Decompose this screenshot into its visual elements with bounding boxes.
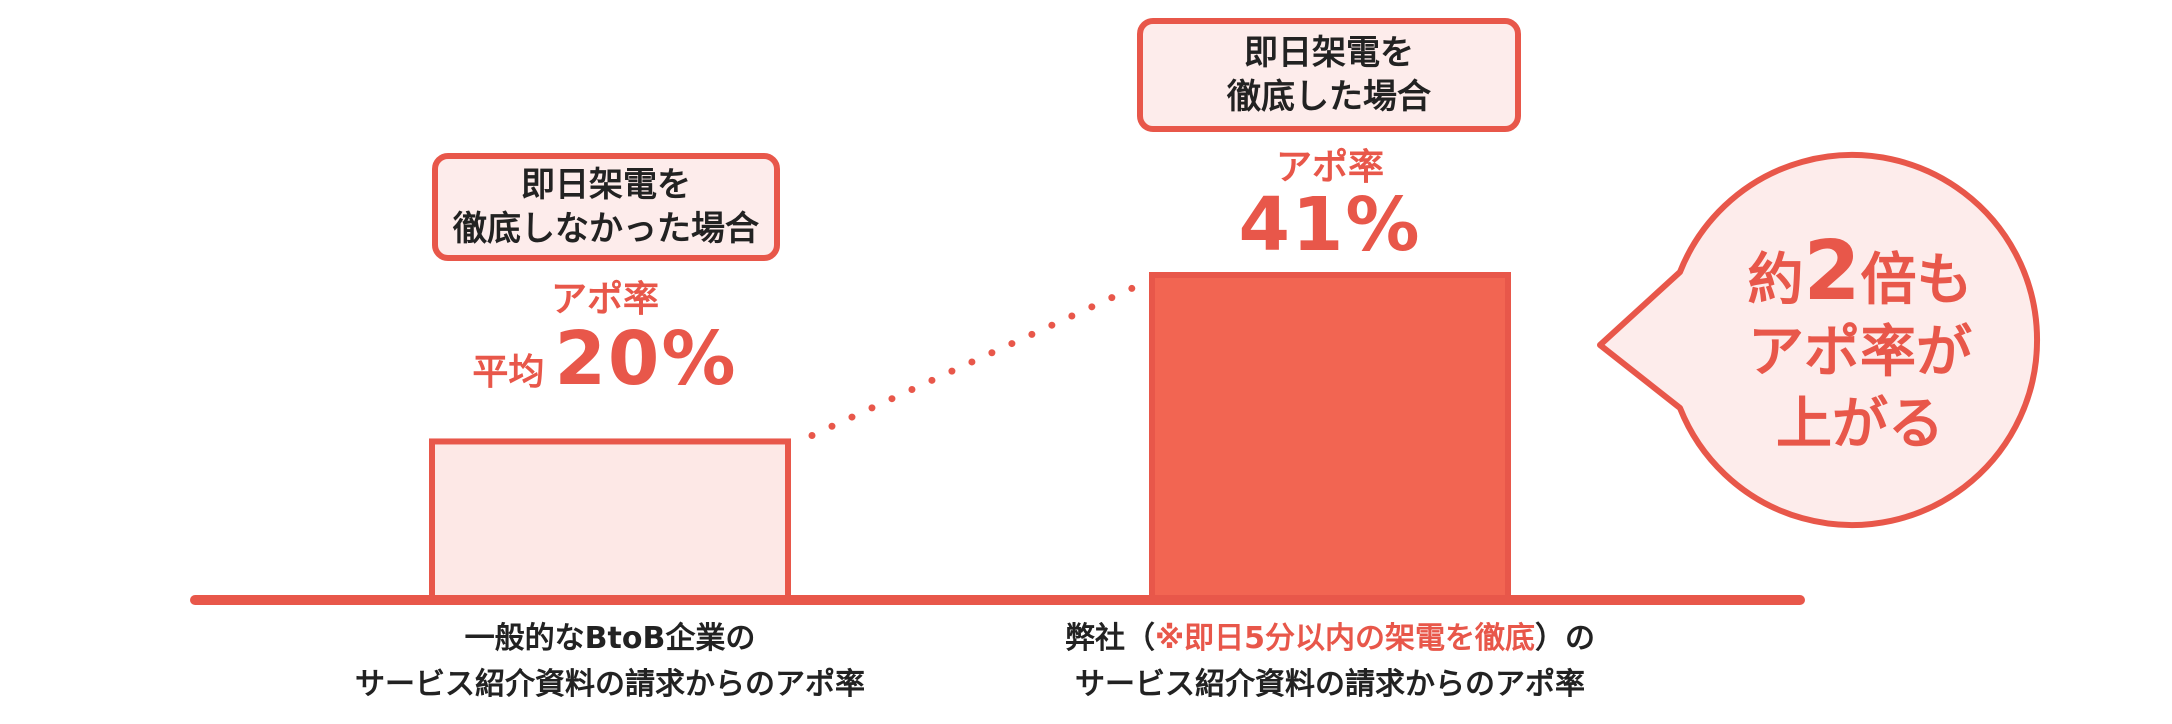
bubble-suffix: 倍も xyxy=(1860,248,1973,313)
bar2-callout-line2: 徹底した場合 xyxy=(1227,77,1431,117)
bar1-value-label: 平均 20% xyxy=(430,316,780,402)
x-tick-label-2-line2: サービス紹介資料の請求からのアポ率 xyxy=(1075,667,1585,702)
bar2-callout: 即日架電を 徹底した場合 xyxy=(1137,18,1521,132)
bar2-value-label: 41% xyxy=(1180,182,1480,268)
speech-bubble xyxy=(1597,152,2040,528)
x-tick-label-1: 一般的なBtoB企業の サービス紹介資料の請求からのアポ率 xyxy=(310,616,910,708)
bar1-metric-label: アポ率 xyxy=(550,279,659,320)
bar2-value: 41% xyxy=(1238,182,1422,268)
bubble-line3: 上がる xyxy=(1776,392,1944,457)
x-tick-label-2-after: ）の xyxy=(1535,621,1596,656)
comparison-connector xyxy=(808,277,1152,439)
bar2-callout-line1: 即日架電を xyxy=(1244,33,1414,73)
bubble-line2: アポ率が xyxy=(1748,320,1972,385)
bar1-value-prefix: 平均 xyxy=(472,352,545,393)
bar1-value: 20% xyxy=(554,316,738,402)
bars-layer xyxy=(429,272,1511,603)
bar2-metric-label: アポ率 xyxy=(1275,147,1384,188)
x-tick-label-1-line1: 一般的なBtoB企業の xyxy=(464,621,756,656)
x-tick-label-2: 弊社（※即日5分以内の架電を徹底）の サービス紹介資料の請求からのアポ率 xyxy=(1010,616,1650,708)
x-tick-label-2-before: 弊社（ xyxy=(1064,621,1155,656)
bar1-callout-line1: 即日架電を xyxy=(521,165,691,205)
bubble-annotation: 約2倍も アポ率が 上がる xyxy=(1690,231,2030,461)
bar-1 xyxy=(429,438,791,603)
x-tick-label-2-line1: 弊社（※即日5分以内の架電を徹底）の xyxy=(1010,616,1650,662)
x-tick-label-2-highlight: ※即日5分以内の架電を徹底 xyxy=(1154,621,1536,656)
bubble-number: 2 xyxy=(1803,224,1861,319)
x-tick-label-1-line2: サービス紹介資料の請求からのアポ率 xyxy=(355,667,865,702)
bar-2 xyxy=(1149,272,1511,603)
bubble-prefix: 約 xyxy=(1747,248,1804,313)
bar1-callout-line2: 徹底しなかった場合 xyxy=(453,209,759,249)
bubble-line1: 約2倍も xyxy=(1690,231,2030,317)
bar1-callout: 即日架電を 徹底しなかった場合 xyxy=(432,153,780,261)
